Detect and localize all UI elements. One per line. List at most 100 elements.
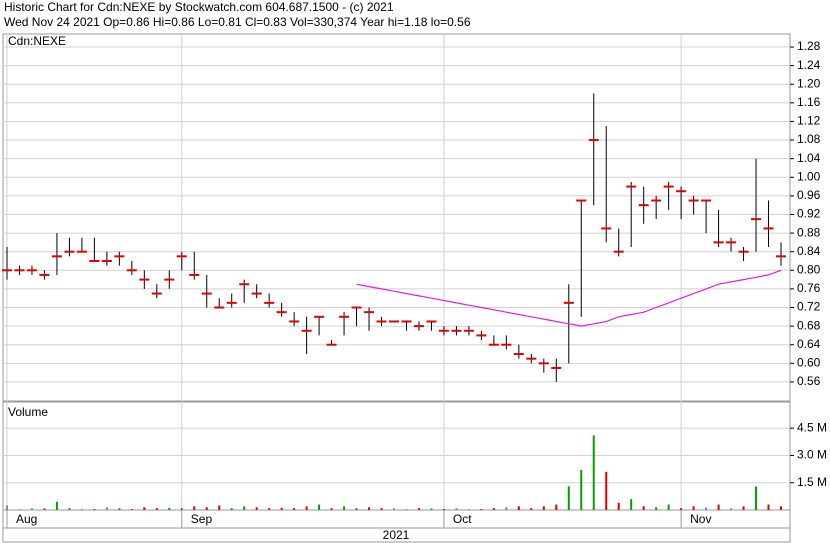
- volume-bar: [580, 470, 583, 510]
- volume-bar: [93, 509, 96, 510]
- y-tick-label: 0.64: [797, 337, 821, 351]
- volume-bar: [130, 509, 133, 510]
- y-tick-label: 1.16: [797, 95, 821, 109]
- y-tick-label: 0.56: [797, 374, 821, 388]
- volume-bar: [480, 509, 483, 510]
- pane-label: Volume: [8, 405, 48, 419]
- volume-bar: [193, 506, 196, 510]
- volume-bar: [6, 505, 8, 510]
- volume-bar: [105, 507, 108, 510]
- volume-bar: [517, 506, 520, 510]
- volume-bar: [667, 504, 670, 510]
- volume-bar: [343, 506, 346, 510]
- y-tick-label: 1.04: [797, 151, 821, 165]
- volume-bar: [492, 508, 495, 510]
- volume-bar: [168, 507, 171, 510]
- volume-bar: [780, 506, 782, 510]
- y-tick-label: 0.80: [797, 262, 821, 276]
- volume-bar: [680, 508, 683, 510]
- volume-bar: [567, 486, 570, 510]
- y-tick-label: 3.0 M: [797, 448, 827, 462]
- volume-bar: [617, 502, 620, 510]
- x-tick-label: Sep: [191, 512, 213, 526]
- volume-bar: [455, 508, 458, 510]
- volume-bar: [80, 509, 83, 510]
- volume-bar: [742, 506, 745, 510]
- volume-bar: [605, 471, 608, 510]
- volume-bar: [118, 508, 121, 510]
- volume-bar: [205, 507, 208, 510]
- y-tick-label: 0.96: [797, 188, 821, 202]
- x-tick-label: Nov: [690, 512, 711, 526]
- y-tick-label: 0.72: [797, 300, 821, 314]
- y-tick-label: 0.76: [797, 281, 821, 295]
- volume-bar: [642, 506, 645, 510]
- volume-bar: [755, 486, 758, 510]
- volume-bar: [68, 508, 71, 510]
- volume-bar: [730, 508, 733, 510]
- volume-bar: [505, 507, 508, 510]
- volume-bar: [280, 507, 283, 510]
- y-tick-label: 1.08: [797, 132, 821, 146]
- volume-bar: [705, 507, 708, 510]
- y-tick-label: 4.5 M: [797, 420, 827, 434]
- volume-bar: [230, 508, 233, 510]
- y-tick-label: 0.92: [797, 207, 821, 221]
- y-tick-label: 0.60: [797, 355, 821, 369]
- volume-bar: [555, 504, 558, 510]
- volume-bar: [380, 508, 383, 510]
- volume-bar: [180, 508, 183, 510]
- y-tick-label: 1.5 M: [797, 475, 827, 489]
- volume-bar: [417, 508, 420, 510]
- x-axis-label: 2021: [383, 528, 410, 542]
- volume-bar: [293, 508, 296, 510]
- volume-bar: [393, 508, 395, 510]
- y-tick-label: 0.68: [797, 318, 821, 332]
- volume-bar: [18, 509, 21, 510]
- volume-bar: [30, 508, 33, 510]
- volume-bar: [630, 499, 633, 510]
- volume-bar: [355, 508, 358, 510]
- pane-label: Cdn:NEXE: [8, 34, 66, 48]
- volume-bar: [467, 509, 470, 510]
- volume-bar: [767, 504, 770, 510]
- volume-bar: [243, 506, 246, 510]
- volume-bar: [368, 507, 371, 510]
- x-tick-label: Aug: [16, 512, 37, 526]
- y-tick-label: 1.20: [797, 76, 821, 90]
- volume-bar: [442, 509, 445, 510]
- volume-bar: [717, 504, 720, 510]
- volume-bar: [430, 508, 433, 510]
- x-tick-label: Oct: [453, 512, 472, 526]
- volume-bar: [305, 506, 308, 510]
- y-tick-label: 1.12: [797, 114, 821, 128]
- y-tick-label: 1.28: [797, 39, 821, 53]
- volume-bar: [330, 508, 333, 510]
- volume-bar: [692, 506, 695, 510]
- moving-average: [356, 269, 782, 327]
- chart-title: Historic Chart for Cdn:NEXE by Stockwatc…: [4, 0, 394, 14]
- y-tick-label: 0.84: [797, 244, 821, 258]
- price-pane: [2, 33, 791, 402]
- y-tick-label: 1.00: [797, 169, 821, 183]
- volume-bar: [655, 507, 658, 510]
- volume-bar: [143, 507, 146, 510]
- volume-bar: [405, 509, 408, 510]
- volume-bar: [268, 508, 271, 510]
- y-tick-label: 0.88: [797, 225, 821, 239]
- volume-bar: [530, 508, 533, 510]
- volume-bar: [218, 505, 221, 510]
- chart-subtitle: Wed Nov 24 2021 Op=0.86 Hi=0.86 Lo=0.81 …: [4, 15, 471, 29]
- volume-bar: [55, 501, 58, 510]
- volume-bar: [542, 506, 545, 510]
- volume-bar: [318, 504, 321, 510]
- volume-bar: [155, 508, 158, 510]
- y-tick-label: 1.24: [797, 58, 821, 72]
- volume-bar: [43, 508, 46, 510]
- year-strip: [2, 527, 791, 543]
- volume-bar: [592, 435, 595, 510]
- volume-bar: [255, 507, 258, 510]
